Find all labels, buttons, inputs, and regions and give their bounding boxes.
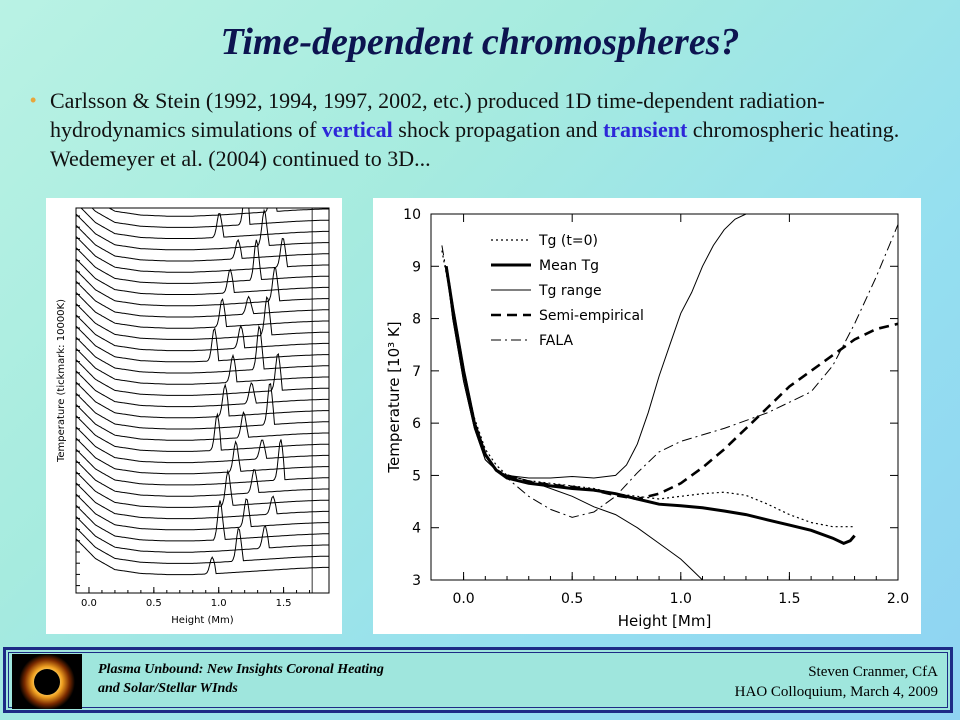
series-line-6 — [441, 224, 898, 518]
x-tick-label: 1.5 — [778, 591, 800, 607]
plot-frame — [430, 213, 899, 581]
left-curve — [76, 370, 329, 408]
bullet-seg-3: chromospheric heating. Wedemeyer et al. … — [50, 117, 900, 171]
footer-right-line2: HAO Colloquium, March 4, 2009 — [734, 684, 938, 700]
bullet-seg-1: Carlsson & Stein (1992, 1994, 1997, 2002… — [50, 88, 825, 142]
left-curve — [76, 500, 329, 542]
y-tick-label: 10 — [403, 207, 421, 223]
y-tick-label: 8 — [412, 312, 421, 328]
x-tick-label: 0.0 — [452, 591, 474, 607]
left-chart: 0.0 0.5 1.0 1.5 Height (Mm) Temperature (tick… — [56, 198, 330, 626]
bullet-seg-2: shock propagation and — [392, 117, 603, 142]
y-tick-label: 7 — [412, 364, 421, 380]
bullet-dot-icon: • — [30, 90, 37, 110]
series-line-5 — [444, 266, 898, 501]
left-curve — [76, 267, 329, 307]
left-curve — [76, 439, 329, 486]
left-curve — [76, 198, 329, 205]
legend-label-4: Semi-empirical — [539, 308, 644, 324]
left-plot-frame — [75, 207, 330, 594]
y-tick-label: 6 — [412, 416, 421, 432]
footer-left-line2: and Solar/Stellar WInds — [98, 681, 238, 696]
right-chart: 0.0 0.5 1.0 1.5 2.0 3 4 5 6 7 8 9 10 Height [Mm] Tempe… — [385, 207, 909, 630]
series-group — [441, 214, 898, 580]
left-curve — [76, 325, 329, 363]
left-curve — [76, 239, 329, 284]
left-curve — [76, 224, 329, 262]
left-curve — [76, 527, 329, 564]
left-curve — [76, 437, 329, 475]
x-axis-label: Height [Mm] — [618, 612, 712, 630]
left-curve — [80, 208, 329, 239]
series-line-1 — [441, 250, 855, 528]
left-curve — [76, 493, 329, 531]
left-curve — [76, 292, 329, 329]
footer-left-line1: Plasma Unbound: New Insights Coronal Hea… — [98, 662, 384, 677]
footer-talk-title: Plasma Unbound: New Insights Coronal Hea… — [98, 660, 538, 698]
y-tick-label: 4 — [412, 521, 421, 537]
left-curve — [76, 348, 329, 385]
left-chart-panel: 0.0 0.5 1.0 1.5 Height (Mm) Temperature (tick… — [46, 198, 342, 634]
left-x-axis-label: Height (Mm) — [171, 615, 234, 626]
series-line-4 — [445, 266, 703, 580]
legend-label-1: Tg (t=0) — [538, 233, 598, 249]
left-curve — [76, 383, 329, 430]
y-axis-label: Temperature [10³ K] — [385, 321, 403, 473]
y-tick-label: 9 — [412, 259, 421, 275]
x-tick-label: 1.0 — [670, 591, 692, 607]
bullet-text: Carlsson & Stein (1992, 1994, 1997, 2002… — [50, 86, 930, 173]
left-curve — [76, 482, 329, 520]
left-curve — [76, 258, 329, 295]
y-tick-label: 5 — [412, 468, 421, 484]
left-curve — [76, 324, 329, 374]
left-curve — [76, 516, 329, 553]
footer-inner-border — [8, 652, 948, 708]
left-curve — [76, 404, 329, 441]
legend-label-3: Tg range — [538, 283, 602, 299]
left-curve — [76, 236, 329, 273]
left-curve — [76, 314, 329, 352]
right-chart-panel: 0.0 0.5 1.0 1.5 2.0 3 4 5 6 7 8 9 10 Height [Mm] Tempe… — [373, 198, 921, 634]
left-curve — [76, 381, 329, 419]
legend-label-2: Mean Tg — [539, 258, 599, 274]
left-curve — [76, 460, 329, 497]
x-tick-label: 0.5 — [561, 591, 583, 607]
footer-right-line1: Steven Cranmer, CfA — [808, 664, 938, 680]
left-curves-group — [76, 198, 329, 576]
left-curve — [76, 538, 329, 576]
left-curve — [76, 352, 329, 396]
left-y-axis-label: Temperature (tickmark: 10000K) — [56, 299, 67, 463]
left-curve — [76, 426, 329, 464]
slide-title: Time-dependent chromospheres? — [220, 21, 740, 63]
left-curve — [76, 295, 329, 340]
footer-bar: Plasma Unbound: New Insights Coronal Hea… — [3, 647, 953, 713]
left-curve — [76, 469, 329, 508]
emphasis-vertical: vertical — [321, 117, 393, 142]
left-curve — [91, 208, 329, 228]
left-curve — [76, 280, 329, 318]
left-curve — [76, 412, 329, 452]
left-curve — [76, 208, 329, 251]
left-x-tick-label: 0.0 — [81, 598, 97, 609]
series-line-3 — [445, 214, 747, 479]
x-tick-label: 2.0 — [887, 591, 909, 607]
left-x-tick-label: 1.5 — [276, 598, 292, 609]
y-tick-label: 3 — [412, 573, 421, 589]
emphasis-transient: transient — [602, 117, 688, 142]
left-x-tick-label: 0.5 — [146, 598, 162, 609]
solar-eclipse-icon — [12, 654, 82, 709]
left-x-tick-label: 1.0 — [211, 598, 227, 609]
footer-author: Steven Cranmer, CfA HAO Colloquium, Marc… — [735, 662, 938, 702]
left-curve — [108, 208, 329, 217]
legend-label-5: FALA — [539, 333, 573, 349]
